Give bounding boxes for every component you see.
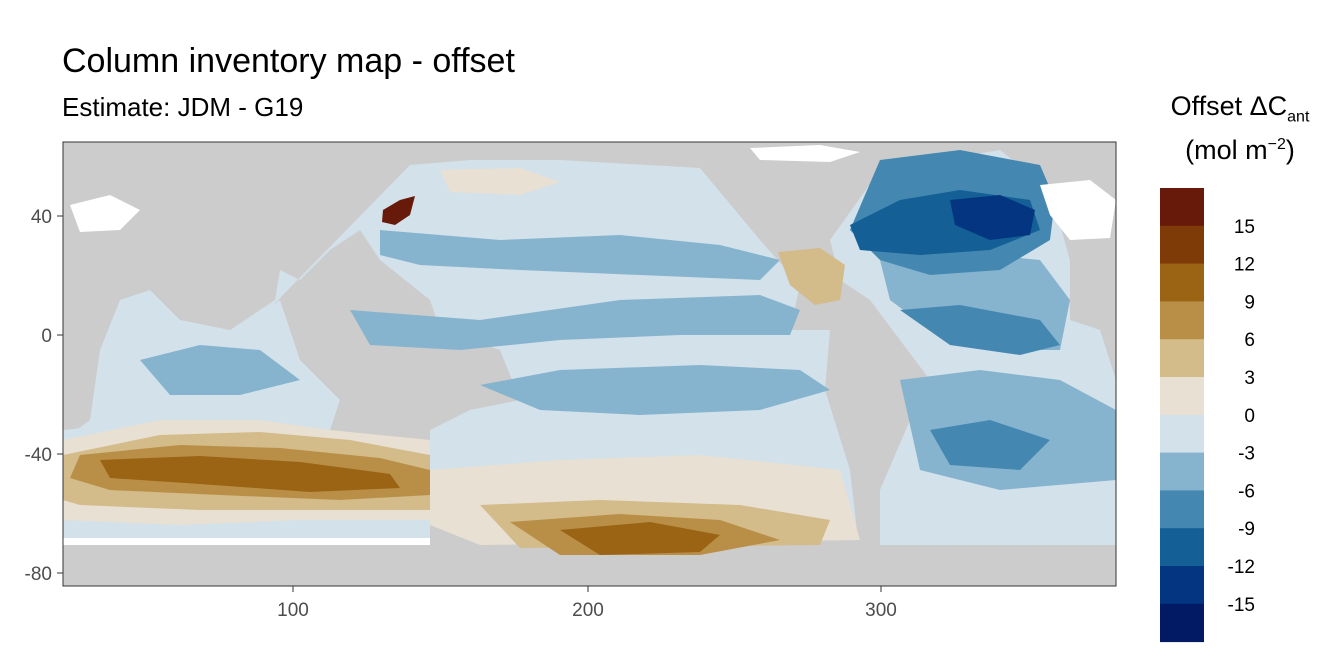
legend-break-label: -12 xyxy=(1228,557,1255,578)
legend-break-label: -6 xyxy=(1238,481,1255,502)
northwest-pacific-tan xyxy=(440,168,560,195)
legend-swatch xyxy=(1160,188,1204,227)
legend-break-label: 15 xyxy=(1234,217,1255,238)
legend-colorbar: 15 12 9 6 3 0 -3 -6 -9 -12 -15 xyxy=(1160,188,1255,643)
legend-swatch xyxy=(1160,452,1204,491)
legend-title: Offset ΔCant (mol m−2) xyxy=(1150,86,1330,172)
pacific-band-south xyxy=(480,365,830,415)
kuroshio-dark-spot xyxy=(382,196,415,225)
legend-break-label: 0 xyxy=(1244,406,1255,427)
x-tick-label: 300 xyxy=(865,600,897,621)
hudson-bay-white xyxy=(1040,180,1116,240)
atlantic-deep-south xyxy=(930,420,1050,470)
legend-swatch xyxy=(1160,225,1204,265)
legend-swatch xyxy=(1160,414,1204,454)
north-atlantic-3 xyxy=(950,195,1035,240)
indian-band xyxy=(140,345,300,395)
legend-break-label: 6 xyxy=(1244,330,1255,351)
chart-title: Column inventory map - offset xyxy=(62,42,515,80)
antarctic-coast-white xyxy=(63,538,430,545)
southern-band-indian-core xyxy=(100,456,400,492)
arctic-white-north-america xyxy=(750,145,860,162)
legend-swatch xyxy=(1160,339,1204,378)
y-tick-label: -40 xyxy=(25,445,52,466)
legend-title-variable: Offset ΔCant xyxy=(1170,91,1310,126)
legend-swatch xyxy=(1160,377,1204,416)
arctic-white-asia xyxy=(70,195,140,232)
map-panel-border xyxy=(62,141,1117,587)
ocean-layer xyxy=(63,145,1116,555)
x-tick-label: 100 xyxy=(277,600,309,621)
y-axis: 40 0 -40 -80 xyxy=(25,207,63,585)
legend-swatch xyxy=(1160,528,1204,567)
x-tick-label: 200 xyxy=(572,600,604,621)
legend-break-label: -9 xyxy=(1238,519,1255,540)
legend-break-label: -3 xyxy=(1238,444,1255,465)
pacific-band-equatorial xyxy=(350,295,800,350)
legend-break-label: 3 xyxy=(1244,368,1255,389)
atlantic-band-south xyxy=(900,305,1060,355)
y-tick-label: -80 xyxy=(25,564,52,585)
legend-swatch xyxy=(1160,263,1204,302)
legend-break-label: 9 xyxy=(1244,292,1255,313)
legend-break-label: 12 xyxy=(1234,255,1255,276)
pacific-band-north xyxy=(380,230,780,280)
southern-band-pacific-core xyxy=(560,522,720,555)
legend-swatch xyxy=(1160,603,1204,643)
legend-title-unit: (mol m−2) xyxy=(1185,135,1295,166)
x-axis: 100 200 300 xyxy=(277,586,897,621)
chart-subtitle: Estimate: JDM - G19 xyxy=(62,92,304,122)
y-tick-label: 0 xyxy=(41,326,52,347)
legend-swatch xyxy=(1160,566,1204,605)
legend-swatch xyxy=(1160,301,1204,340)
legend-swatch xyxy=(1160,490,1204,529)
legend-break-label: -15 xyxy=(1228,595,1255,616)
y-tick-label: 40 xyxy=(31,207,52,228)
gulf-tan-patch xyxy=(778,248,845,305)
